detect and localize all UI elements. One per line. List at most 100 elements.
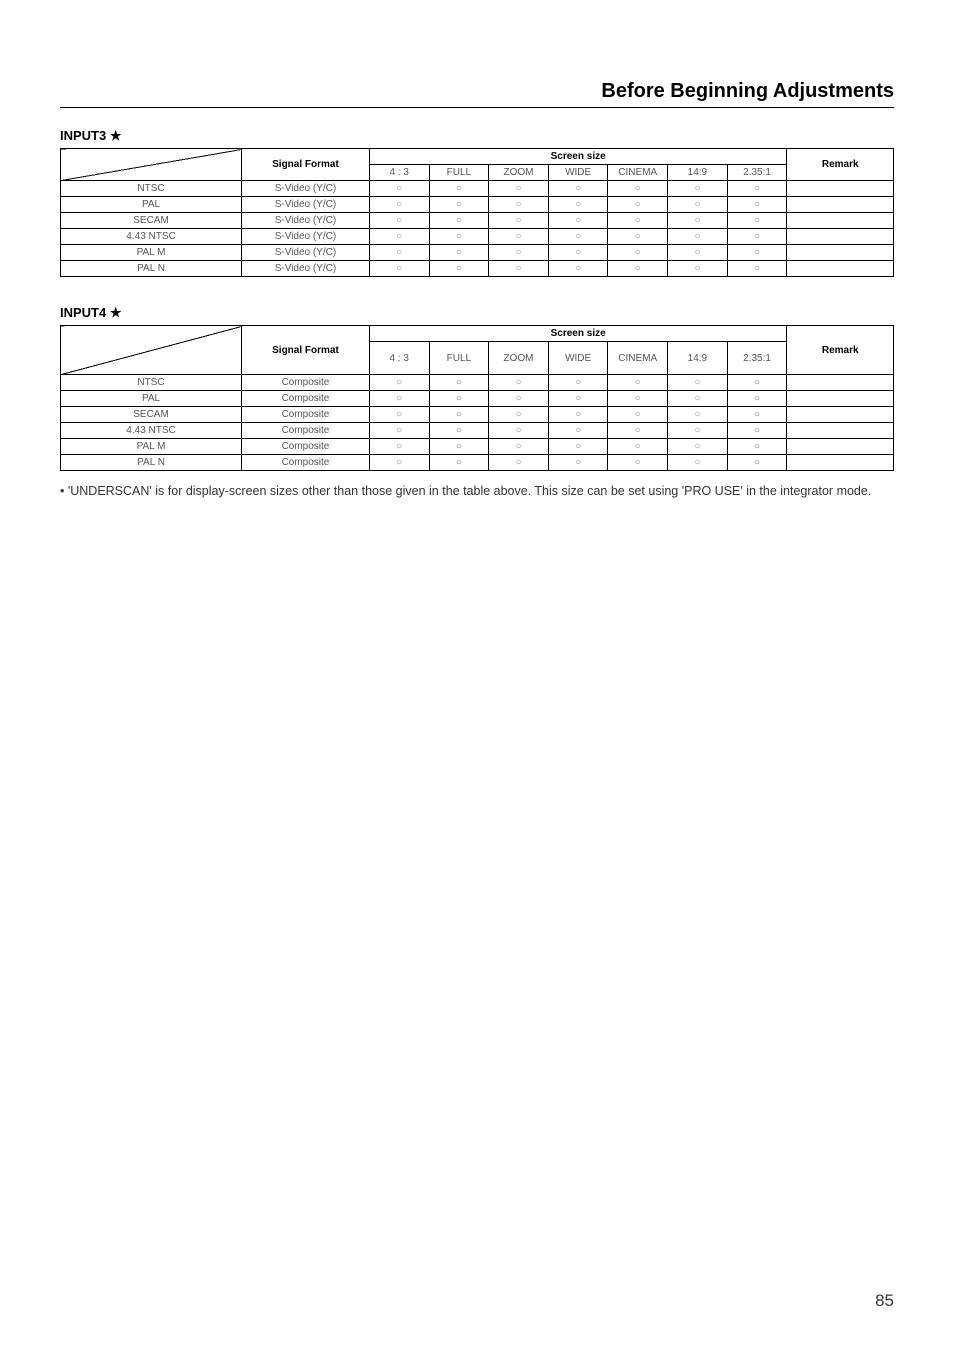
col-header: ZOOM: [489, 342, 549, 375]
col-header: 4 : 3: [369, 165, 429, 181]
table-row: PALS-Video (Y/C)○○○○○○○: [61, 197, 894, 213]
row-remark: [787, 245, 894, 261]
cell-circle: ○: [369, 375, 429, 391]
col-header: 2.35:1: [727, 165, 787, 181]
row-name: SECAM: [61, 407, 242, 423]
cell-circle: ○: [668, 375, 728, 391]
cell-circle: ○: [548, 375, 608, 391]
row-signal: S-Video (Y/C): [242, 229, 370, 245]
table4-title: INPUT4 ★: [60, 305, 894, 321]
cell-circle: ○: [608, 423, 668, 439]
row-name: NTSC: [61, 375, 242, 391]
cell-circle: ○: [369, 439, 429, 455]
cell-circle: ○: [489, 455, 549, 471]
cell-circle: ○: [369, 455, 429, 471]
cell-circle: ○: [489, 245, 549, 261]
table-row: NTSCComposite○○○○○○○: [61, 375, 894, 391]
cell-circle: ○: [489, 229, 549, 245]
cell-circle: ○: [608, 181, 668, 197]
row-signal: S-Video (Y/C): [242, 261, 370, 277]
cell-circle: ○: [548, 391, 608, 407]
row-remark: [787, 407, 894, 423]
cell-circle: ○: [489, 197, 549, 213]
col-header: 14:9: [668, 165, 728, 181]
cell-circle: ○: [668, 423, 728, 439]
col-header: 2.35:1: [727, 342, 787, 375]
cell-circle: ○: [429, 407, 489, 423]
cell-circle: ○: [369, 229, 429, 245]
row-remark: [787, 213, 894, 229]
cell-circle: ○: [429, 229, 489, 245]
cell-circle: ○: [548, 261, 608, 277]
row-signal: S-Video (Y/C): [242, 197, 370, 213]
cell-circle: ○: [548, 455, 608, 471]
cell-circle: ○: [668, 245, 728, 261]
table-row: PAL MComposite○○○○○○○: [61, 439, 894, 455]
row-name: PAL N: [61, 455, 242, 471]
row-remark: [787, 391, 894, 407]
cell-circle: ○: [369, 197, 429, 213]
screen-size-header: Screen size: [369, 326, 787, 342]
table3-header-row1: Signal Format Screen size Remark: [61, 149, 894, 165]
cell-circle: ○: [548, 439, 608, 455]
table3-title: INPUT3 ★: [60, 128, 894, 144]
cell-circle: ○: [727, 407, 787, 423]
cell-circle: ○: [369, 181, 429, 197]
cell-circle: ○: [608, 375, 668, 391]
cell-circle: ○: [429, 197, 489, 213]
table-row: NTSCS-Video (Y/C)○○○○○○○: [61, 181, 894, 197]
row-name: PAL: [61, 391, 242, 407]
cell-circle: ○: [489, 261, 549, 277]
cell-circle: ○: [727, 455, 787, 471]
cell-circle: ○: [608, 391, 668, 407]
screen-size-header: Screen size: [369, 149, 787, 165]
col-header: FULL: [429, 165, 489, 181]
cell-circle: ○: [727, 213, 787, 229]
cell-circle: ○: [608, 229, 668, 245]
row-signal: S-Video (Y/C): [242, 213, 370, 229]
cell-circle: ○: [727, 245, 787, 261]
row-signal: S-Video (Y/C): [242, 245, 370, 261]
row-remark: [787, 375, 894, 391]
cell-circle: ○: [727, 439, 787, 455]
section-heading-rule: Before Beginning Adjustments: [60, 80, 894, 108]
cell-circle: ○: [727, 229, 787, 245]
table-row: PAL MS-Video (Y/C)○○○○○○○: [61, 245, 894, 261]
page-number: 85: [875, 1291, 894, 1311]
cell-circle: ○: [548, 407, 608, 423]
cell-circle: ○: [668, 407, 728, 423]
cell-circle: ○: [727, 261, 787, 277]
table-row: SECAMComposite○○○○○○○: [61, 407, 894, 423]
cell-circle: ○: [548, 197, 608, 213]
cell-circle: ○: [369, 261, 429, 277]
section-heading: Before Beginning Adjustments: [601, 80, 894, 102]
col-header: WIDE: [548, 342, 608, 375]
table4-header-row1: Signal Format Screen size Remark: [61, 326, 894, 342]
row-name: 4.43 NTSC: [61, 423, 242, 439]
col-header: CINEMA: [608, 342, 668, 375]
row-signal: Composite: [242, 391, 370, 407]
cell-circle: ○: [429, 213, 489, 229]
cell-circle: ○: [429, 391, 489, 407]
cell-circle: ○: [429, 423, 489, 439]
table3-corner-diagonal: [61, 149, 242, 181]
cell-circle: ○: [727, 197, 787, 213]
row-remark: [787, 197, 894, 213]
cell-circle: ○: [548, 181, 608, 197]
row-remark: [787, 261, 894, 277]
row-signal: Composite: [242, 439, 370, 455]
cell-circle: ○: [608, 197, 668, 213]
cell-circle: ○: [369, 213, 429, 229]
table-row: PAL NS-Video (Y/C)○○○○○○○: [61, 261, 894, 277]
row-signal: Composite: [242, 423, 370, 439]
col-header: ZOOM: [489, 165, 549, 181]
row-signal: S-Video (Y/C): [242, 181, 370, 197]
cell-circle: ○: [608, 213, 668, 229]
table-row: PAL NComposite○○○○○○○: [61, 455, 894, 471]
cell-circle: ○: [489, 391, 549, 407]
remark-header: Remark: [787, 326, 894, 375]
cell-circle: ○: [608, 455, 668, 471]
cell-circle: ○: [668, 213, 728, 229]
cell-circle: ○: [489, 423, 549, 439]
cell-circle: ○: [429, 245, 489, 261]
